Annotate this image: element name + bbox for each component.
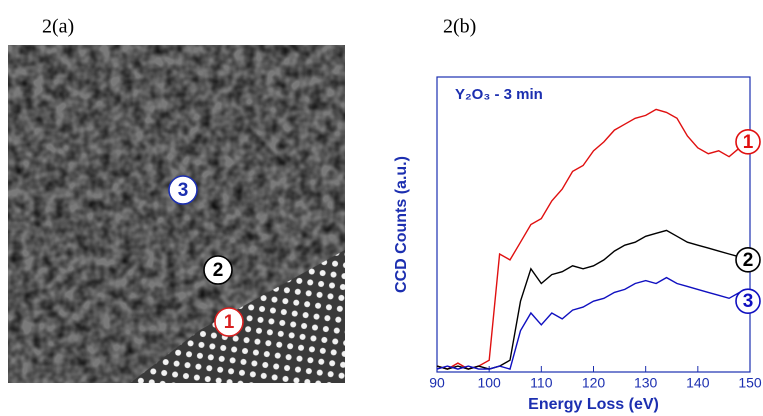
annotation: Y₂O₃ - 3 min <box>455 86 543 103</box>
data-line <box>437 230 750 369</box>
plot-frame <box>437 77 750 372</box>
marker-label: 3 <box>178 180 189 201</box>
panel-label: 2(a) <box>42 16 74 38</box>
panel-label: 2(b) <box>443 16 476 38</box>
x-tick-label: 100 <box>477 375 501 391</box>
tem-image <box>8 45 345 383</box>
x-tick-label: 90 <box>429 375 445 391</box>
x-axis-label: Energy Loss (eV) <box>528 396 659 413</box>
figure: 2(a) 2(b) 3 2 1 90 100 110 120 130 140 150 Energy… <box>0 0 763 416</box>
marker-label: 1 <box>743 132 754 153</box>
marker-label: 3 <box>743 291 754 312</box>
x-tick-label: 140 <box>686 375 710 391</box>
marker-label: 2 <box>213 260 224 281</box>
marker-label: 1 <box>224 312 235 333</box>
marker-label: 2 <box>743 250 754 271</box>
data-line <box>437 278 750 370</box>
x-tick-label: 110 <box>530 375 553 391</box>
x-tick-label: 150 <box>738 375 762 391</box>
data-line <box>437 109 750 369</box>
x-tick-label: 130 <box>634 375 658 391</box>
x-tick-label: 120 <box>582 375 606 391</box>
y-axis-label: CCD Counts (a.u.) <box>393 156 410 293</box>
